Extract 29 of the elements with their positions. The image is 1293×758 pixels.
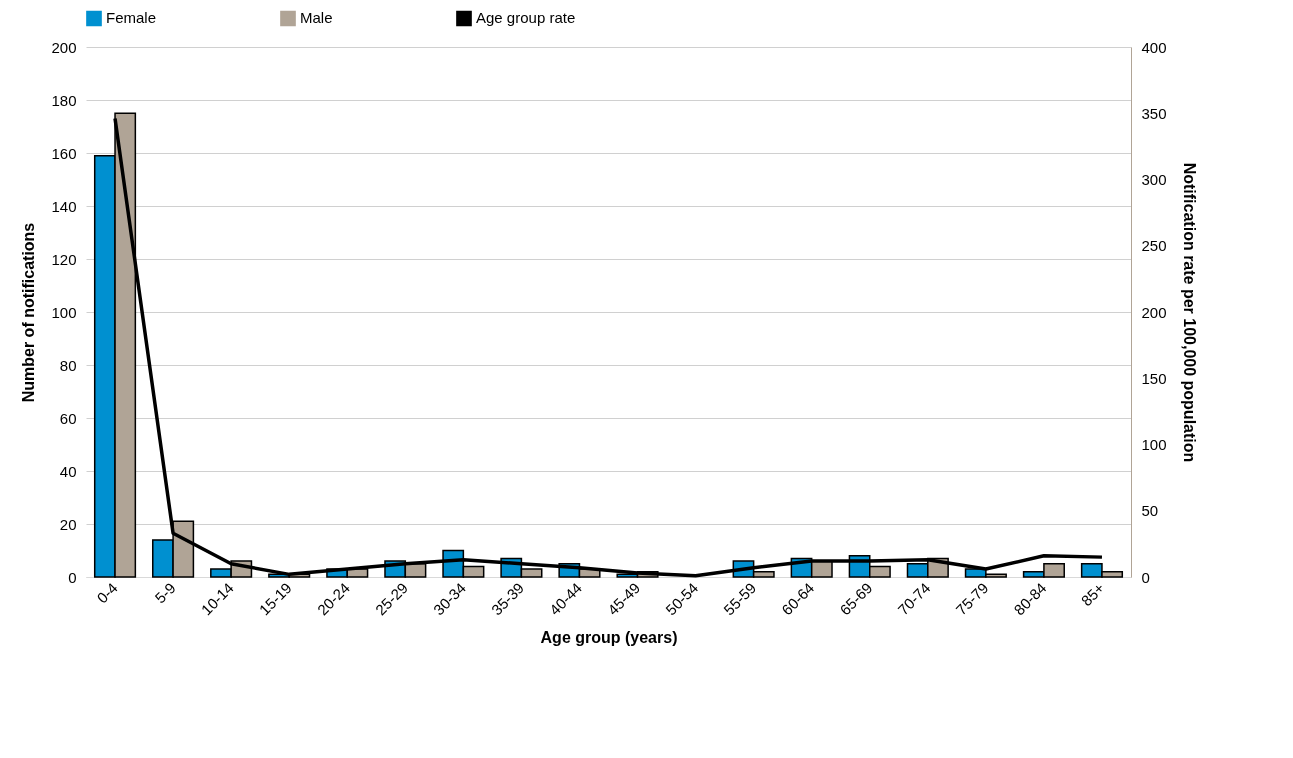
y2-tick-label: 350 (1141, 104, 1167, 122)
y-tick-label: 40 (59, 462, 77, 480)
y2-tick-label: 200 (1141, 303, 1167, 321)
y-tick-label: 140 (51, 197, 77, 215)
y2-tick-label: 150 (1141, 369, 1167, 387)
y2-axis-title: Notification rate per 100,000 population (1180, 162, 1198, 463)
x-tick-label: 5-9 (151, 579, 179, 607)
y-tick-label: 60 (59, 409, 77, 427)
y-axis-title: Number of notifications (20, 222, 38, 403)
y2-tick-label: 300 (1141, 171, 1167, 188)
y-tick-label: 0 (68, 568, 77, 586)
y-tick-label: 180 (51, 91, 77, 109)
x-tick-label: 0-4 (93, 579, 121, 607)
y-tick-label: 120 (51, 250, 77, 268)
y2-tick-label: 50 (1141, 502, 1159, 520)
y2-tick-label: 250 (1141, 237, 1167, 255)
y-tick-label: 200 (51, 38, 77, 56)
y2-tick-label: 100 (1141, 436, 1167, 453)
legend-label: Female (106, 9, 157, 27)
legend-label: Age group rate (476, 9, 576, 27)
x-tick-label: 85+ (1077, 578, 1108, 610)
y-tick-label: 160 (51, 144, 77, 162)
y2-tick-label: 400 (1141, 38, 1167, 56)
x-axis-title: Age group (years) (540, 629, 678, 647)
legend-label: Male (300, 9, 333, 27)
y-tick-label: 100 (51, 303, 77, 321)
y2-tick-label: 0 (1141, 568, 1150, 586)
y-tick-label: 20 (59, 515, 77, 533)
y-tick-label: 80 (59, 356, 77, 374)
